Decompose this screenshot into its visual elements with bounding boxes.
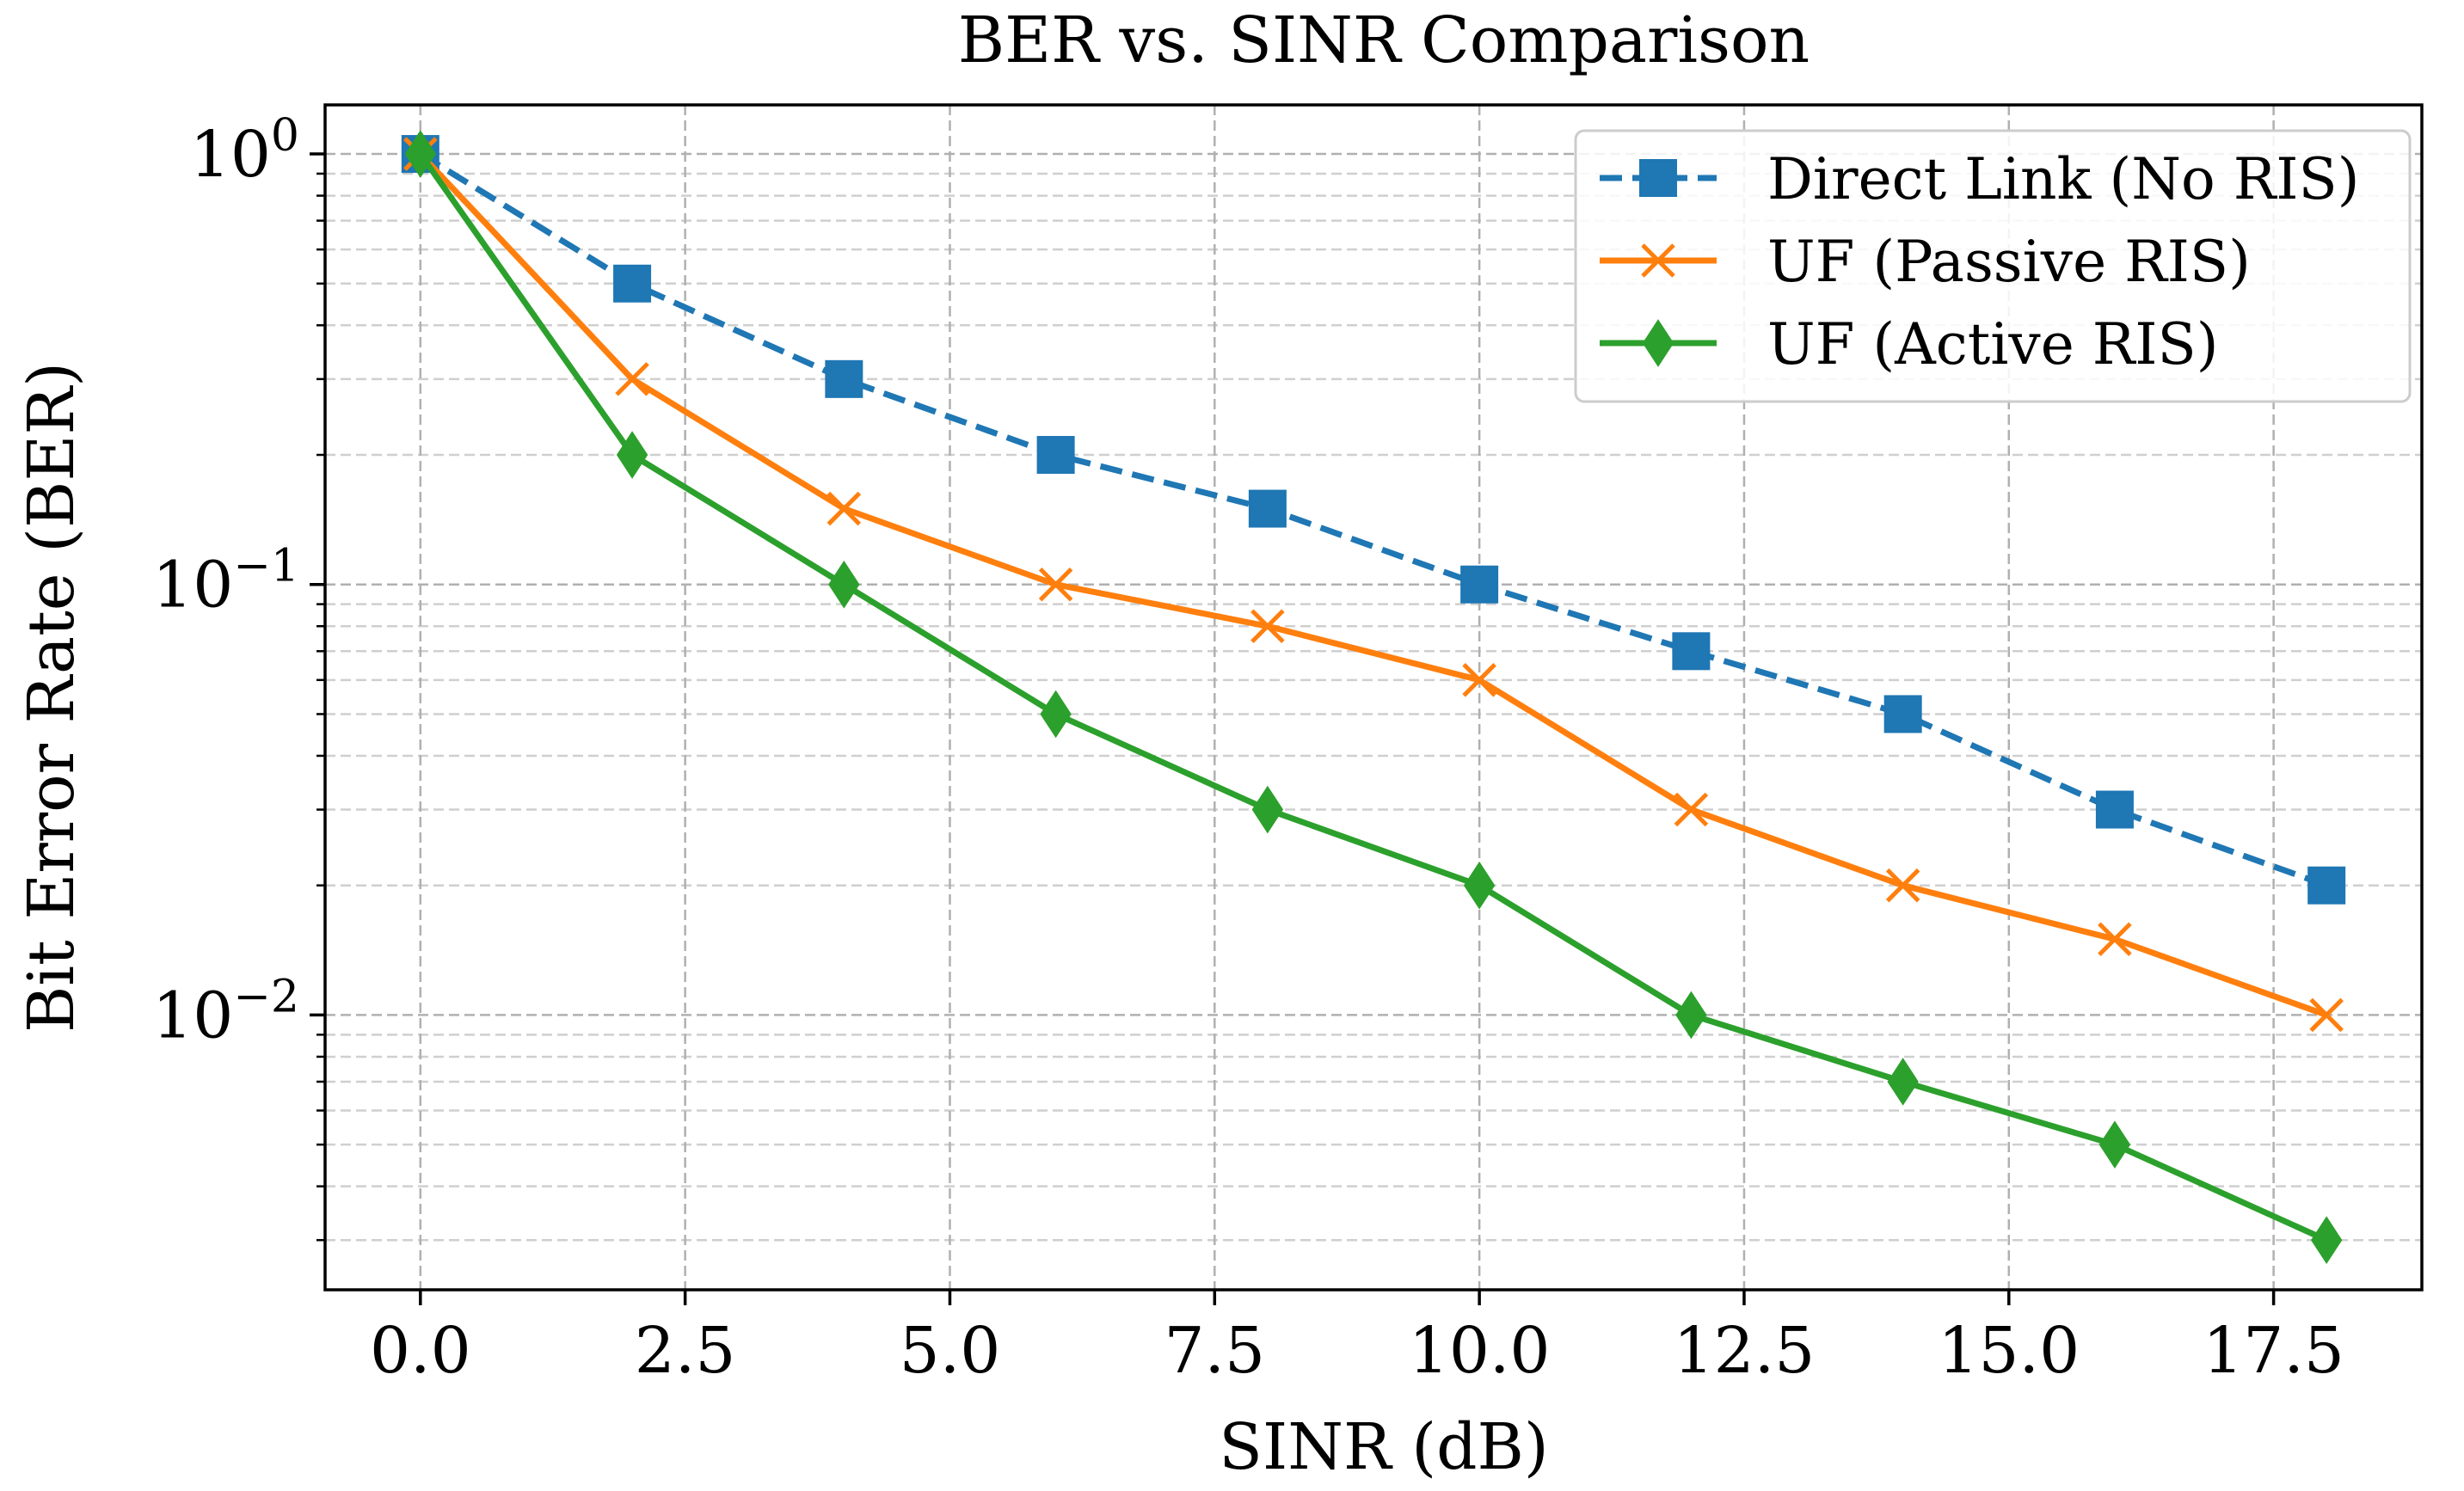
series-uf-passive-ris-point (2098, 922, 2132, 957)
series-uf-active-ris-point (1251, 785, 1284, 834)
x-tick-label: 12.5 (1674, 1314, 1816, 1388)
legend-box (1574, 129, 2412, 403)
x-tick-label: 2.5 (635, 1314, 736, 1388)
legend-marker (1639, 159, 1677, 197)
legend-label: UF (Passive RIS) (1767, 229, 2251, 295)
grid-lines (325, 105, 2422, 1290)
series-uf-passive-ris (403, 137, 2344, 1033)
series-uf-passive-ris-point (1250, 609, 1285, 644)
series-direct-link-no-ris-point (613, 264, 652, 303)
series-uf-passive-ris-point (2309, 997, 2344, 1033)
series-uf-active-ris-line (417, 152, 2328, 1243)
series-uf-active-ris-point (1887, 1058, 1919, 1106)
legend-entry: UF (Active RIS) (1600, 311, 2218, 377)
x-tick-label: 5.0 (900, 1314, 1001, 1388)
legend-entry: UF (Passive RIS) (1600, 229, 2251, 295)
series-direct-link-no-ris-point (825, 359, 863, 398)
series-uf-passive-ris-line (418, 151, 2328, 1018)
x-tick-label: 0.0 (370, 1314, 471, 1388)
x-axis-label: SINR (dB) (1219, 1410, 1548, 1484)
series-direct-link-no-ris-line (418, 151, 2328, 888)
series-uf-active-ris-point (616, 431, 648, 479)
plot-area-frame (323, 103, 2424, 1292)
axis-ticks: 100 10−1 10−2 0.0 2.5 5.0 7.5 10.0 12.5 15.0 17.5 (152, 110, 2344, 1388)
chart-title: BER vs. SINR Comparison (958, 3, 1810, 77)
x-tick-label: 10.0 (1409, 1314, 1551, 1388)
series-uf-passive-ris-point (1674, 792, 1709, 827)
series-uf-active-ris-point (1040, 690, 1072, 739)
series-uf-active-ris-point (828, 560, 860, 609)
legend-label: UF (Active RIS) (1767, 311, 2218, 377)
series-direct-link-no-ris-point (1883, 695, 1922, 733)
series-uf-active-ris-point (2310, 1216, 2343, 1265)
legend-marker (1642, 319, 1674, 367)
y-tick-label: 100 (190, 110, 299, 192)
series-uf-active-ris-point (2098, 1120, 2131, 1169)
series-uf-active-ris-point (404, 130, 437, 178)
y-tick-label: 10−1 (152, 541, 299, 623)
series-uf-active-ris-point (1675, 991, 1707, 1040)
series-direct-link-no-ris-point (1248, 489, 1287, 528)
series-layer (401, 130, 2346, 1265)
series-uf-passive-ris-point (1462, 663, 1496, 697)
x-tick-label: 17.5 (2203, 1314, 2344, 1388)
series-uf-active-ris-point (1463, 861, 1496, 910)
series-direct-link-no-ris-point (1460, 565, 1499, 604)
legend-marker (1641, 243, 1675, 278)
series-uf-passive-ris-point (1885, 868, 1920, 903)
legend: Direct Link (No RIS) UF (Passive RIS) UF (… (1574, 129, 2412, 403)
x-tick-label: 15.0 (1938, 1314, 2080, 1388)
series-direct-link-no-ris-point (2307, 866, 2346, 905)
y-tick-label: 10−2 (152, 971, 299, 1052)
series-direct-link-no-ris-point (2095, 790, 2134, 829)
series-uf-active-ris (404, 130, 2343, 1265)
legend-label: Direct Link (No RIS) (1767, 146, 2359, 212)
y-axis-label: Bit Error Rate (BER) (15, 362, 89, 1033)
x-tick-label: 7.5 (1164, 1314, 1265, 1388)
series-direct-link-no-ris-point (1036, 436, 1075, 475)
series-uf-passive-ris-point (615, 362, 649, 396)
series-uf-passive-ris-point (826, 491, 862, 526)
series-uf-passive-ris-point (1038, 567, 1073, 602)
legend-entry: Direct Link (No RIS) (1600, 146, 2359, 212)
series-direct-link-no-ris-point (1672, 632, 1711, 671)
